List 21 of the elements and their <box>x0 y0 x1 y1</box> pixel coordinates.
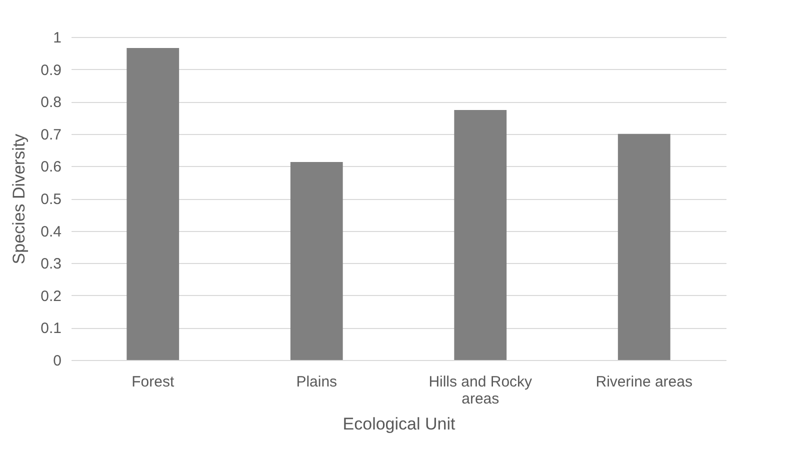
y-tick-label: 0.2 <box>40 288 62 305</box>
y-tick-label: 0.3 <box>40 256 62 273</box>
x-tick-label: Plains <box>296 374 338 390</box>
x-tick-label: Forest <box>132 374 175 390</box>
y-tick-label: 0.4 <box>40 223 62 240</box>
x-tick-label: Riverine areas <box>596 374 692 390</box>
y-tick-label: 0.9 <box>40 62 62 79</box>
bar <box>454 110 507 360</box>
y-tick-label: 0.1 <box>40 320 62 338</box>
y-tick-label: 0.7 <box>40 126 62 144</box>
y-axis-title: Species Diversity <box>10 133 29 264</box>
y-tick-label: 0.5 <box>40 191 62 208</box>
x-tick-label: Hills and Rocky areas <box>428 374 533 408</box>
bar <box>618 134 670 360</box>
bar <box>290 162 343 360</box>
x-axis-title: Ecological Unit <box>342 414 456 434</box>
bar <box>126 48 180 360</box>
y-tick-label: 1 <box>53 30 62 46</box>
y-tick-label: 0 <box>53 352 62 370</box>
y-tick-label: 0.8 <box>40 94 62 112</box>
y-tick-label: 0.6 <box>40 158 62 176</box>
